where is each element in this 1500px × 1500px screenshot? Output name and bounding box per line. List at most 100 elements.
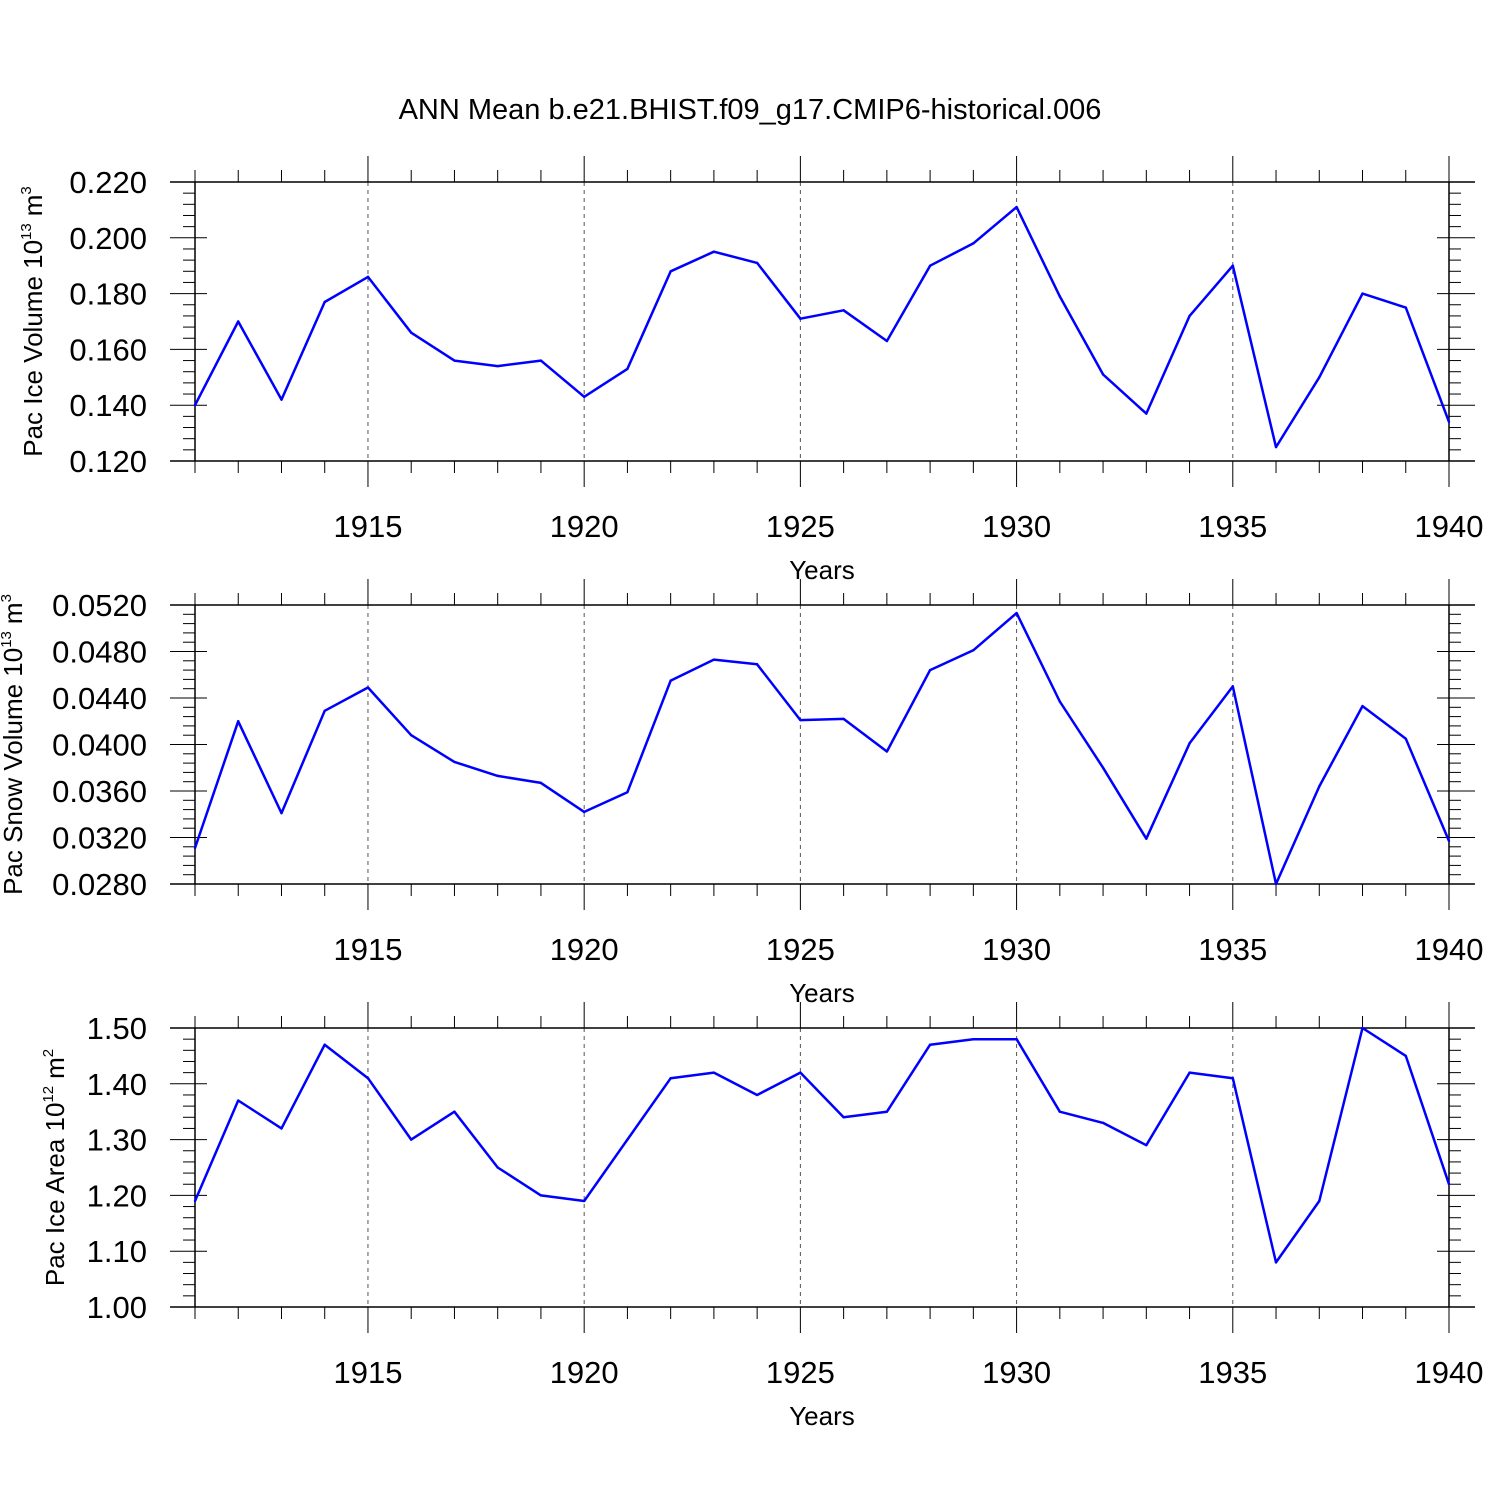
data-point [972, 242, 975, 245]
data-point [193, 846, 197, 850]
data-point [496, 774, 499, 778]
y-axis-title-exponent: 13 [18, 223, 35, 240]
series-line [193, 1026, 1451, 1264]
x-tick-label: 1940 [1415, 509, 1484, 544]
data-point [1447, 420, 1451, 424]
y-tick-label: 1.20 [87, 1178, 147, 1213]
data-point [799, 718, 802, 722]
y-tick-label: 0.0320 [52, 821, 147, 856]
data-point [1274, 445, 1278, 449]
y-axis-title-text: Pac Ice Area 10 [40, 1103, 70, 1287]
data-point [1361, 292, 1364, 295]
data-point [885, 1110, 889, 1113]
y-tick-label: 0.160 [69, 332, 147, 367]
data-point [410, 331, 413, 334]
y-axis-title-text: Pac Ice Volume 10 [18, 240, 48, 457]
data-point [1101, 1121, 1105, 1125]
data-point [582, 810, 586, 814]
data-point [539, 1194, 543, 1197]
data-point [237, 320, 240, 323]
y-tick-label: 1.40 [87, 1067, 147, 1102]
x-tick-label: 1925 [766, 1355, 835, 1390]
data-point [1145, 412, 1148, 415]
data-point [1404, 1054, 1407, 1058]
data-point [1231, 685, 1234, 688]
y-axis-title-unit-exponent: 2 [40, 1049, 57, 1057]
y-tick-label: 1.10 [87, 1234, 147, 1269]
y-axis-title-unit: m [18, 195, 48, 217]
data-point [626, 367, 629, 371]
data-point [1447, 1183, 1451, 1186]
y-axis-title: Pac Ice Area 1012 m2 [40, 1049, 70, 1286]
data-point [323, 1043, 326, 1046]
data-point [669, 270, 672, 273]
chart-panel-3: 1915 1920 1925 1930 1935 1940 Years 1.00 1.10 1.2… [40, 1002, 1483, 1431]
y-axis-title-unit-exponent: 3 [18, 186, 35, 194]
y-axis-title-unit: m [40, 1057, 70, 1079]
y-tick-label: 1.30 [87, 1123, 147, 1158]
y-axis-title-unit-exponent: 3 [0, 594, 15, 602]
y-axis-title-exponent: 13 [0, 631, 15, 648]
x-axis-title: Years [789, 555, 855, 585]
data-point [928, 668, 932, 672]
x-tick-label: 1915 [333, 932, 402, 967]
data-point [539, 781, 543, 785]
data-point [972, 649, 975, 652]
data-point [1361, 1026, 1364, 1030]
data-point [885, 339, 889, 343]
data-point [712, 250, 716, 253]
data-point [1145, 1143, 1148, 1147]
y-tick-label: 0.220 [69, 165, 147, 200]
y-axis-title: Pac Snow Volume 1013 m3 [0, 594, 28, 895]
x-tick-label: 1935 [1198, 932, 1267, 967]
chart-title: ANN Mean b.e21.BHIST.f09_g17.CMIP6-histo… [399, 94, 1102, 126]
data-point [280, 1127, 283, 1130]
data-point [626, 1138, 629, 1141]
data-point [712, 658, 716, 661]
chart-panel-2: 1915 1920 1925 1930 1935 1940 Years 0.0280 0.032… [0, 579, 1483, 1008]
x-tick-label: 1920 [550, 932, 619, 967]
chart-panel-1: 1915 1920 1925 1930 1935 1940 Years 0.120 0.140 0… [18, 156, 1483, 585]
data-point [755, 1093, 759, 1097]
data-point [193, 404, 197, 407]
y-tick-label: 0.120 [69, 444, 147, 479]
data-point [1015, 205, 1018, 209]
data-point [1101, 373, 1105, 376]
data-point [669, 679, 672, 682]
data-point [582, 1199, 586, 1203]
data-point [799, 317, 802, 320]
data-point [885, 750, 889, 753]
data-point [1188, 314, 1191, 318]
data-point [712, 1071, 716, 1074]
data-point [1058, 295, 1062, 298]
series-line [193, 205, 1451, 449]
data-point [237, 720, 240, 723]
x-tick-label: 1915 [333, 1355, 402, 1390]
data-point [1404, 306, 1407, 309]
data-point [1318, 376, 1321, 379]
data-point [1058, 700, 1062, 703]
y-axis-title-exponent: 12 [40, 1086, 57, 1103]
y-tick-label: 0.0480 [52, 635, 147, 670]
data-point [410, 734, 413, 737]
data-point [799, 1071, 802, 1074]
data-point [1015, 1037, 1018, 1041]
data-point [453, 1110, 456, 1113]
y-tick-label: 0.200 [69, 221, 147, 256]
data-point [1318, 1199, 1321, 1203]
data-point [323, 300, 326, 304]
data-point [928, 264, 932, 267]
data-point [410, 1138, 413, 1141]
data-point [323, 709, 326, 712]
data-point [453, 760, 456, 764]
x-tick-label: 1925 [766, 932, 835, 967]
data-point [582, 395, 586, 399]
y-tick-label: 0.0360 [52, 774, 147, 809]
x-tick-label: 1940 [1415, 1355, 1484, 1390]
data-point [1231, 1077, 1234, 1080]
x-tick-label: 1935 [1198, 1355, 1267, 1390]
data-point [1101, 766, 1105, 769]
x-axis-title: Years [789, 1401, 855, 1431]
data-point [755, 261, 759, 265]
